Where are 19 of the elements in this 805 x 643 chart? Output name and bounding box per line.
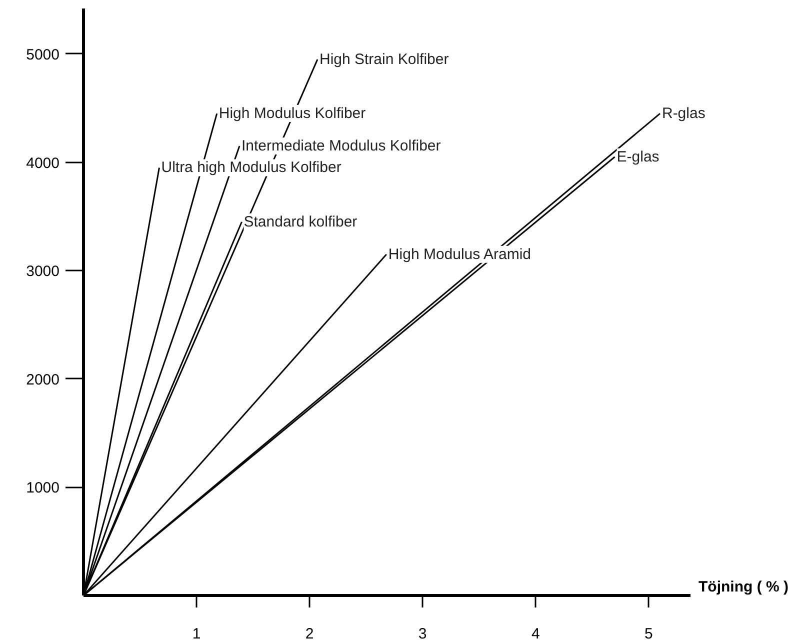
series-label: R-glas — [662, 105, 706, 122]
series-label: E-glas — [616, 148, 660, 166]
series-label: High Modulus Kolfiber — [218, 105, 366, 122]
x-tick-label: 1 — [192, 626, 201, 642]
x-tick-label: 5 — [644, 626, 653, 642]
x-tick-label: 3 — [418, 626, 427, 642]
y-tick-label: 4000 — [26, 154, 60, 172]
y-tick-label: 3000 — [26, 263, 60, 280]
series-label: High Strain Kolfiber — [319, 50, 449, 68]
series-label: Ultra high Modulus Kolfiber — [161, 159, 342, 176]
x-tick-label: 4 — [531, 626, 540, 642]
series-label: High Modulus Aramid — [388, 246, 532, 263]
y-tick-label: 1000 — [26, 480, 60, 497]
series-label: Intermediate Modulus Kolfiber — [241, 138, 441, 155]
y-tick-label: 2000 — [26, 371, 60, 388]
x-axis-title: Töjning ( % ) — [698, 578, 788, 596]
y-tick-label: 5000 — [26, 46, 60, 64]
x-tick-label: 2 — [305, 626, 314, 642]
series-label: Standard kolfiber — [244, 213, 358, 230]
